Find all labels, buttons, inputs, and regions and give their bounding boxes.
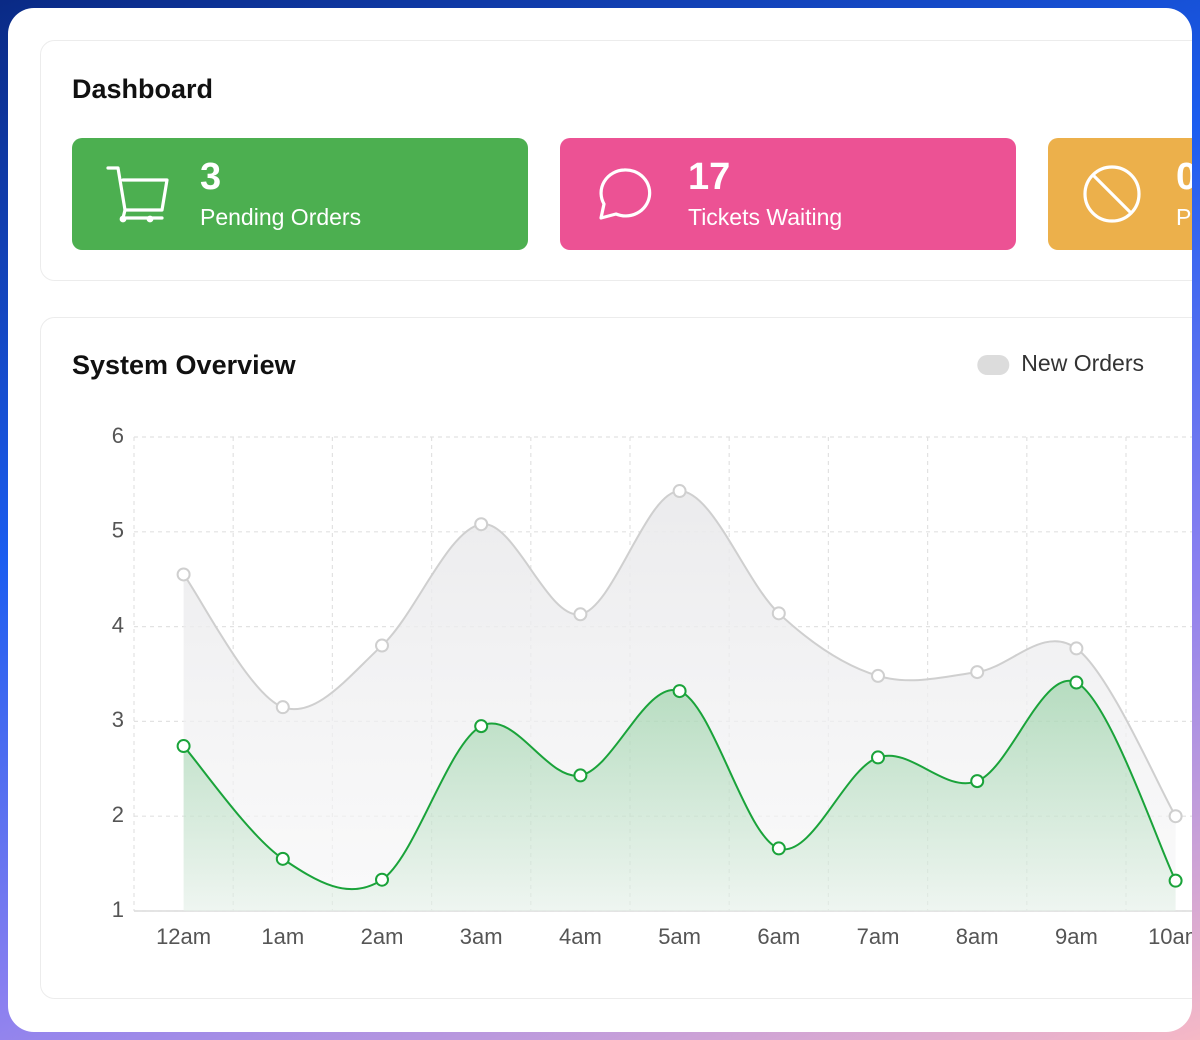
chart-title: System Overview	[72, 350, 297, 380]
point	[474, 719, 489, 734]
y-tick-label: 3	[112, 707, 124, 732]
point	[970, 665, 985, 680]
x-tick-label: 8am	[956, 924, 999, 949]
point	[1069, 641, 1084, 656]
point	[1069, 675, 1084, 690]
y-tick-label: 1	[112, 897, 124, 922]
legend-swatch	[977, 355, 1010, 375]
point	[176, 567, 191, 582]
stats-row: 3 Pending Orders 17 Tickets Waiting 0 P	[72, 138, 1192, 250]
line	[182, 490, 1177, 817]
legend-label: New Orders	[1021, 350, 1144, 376]
point	[771, 841, 786, 856]
stat-value: 0	[1176, 156, 1192, 198]
stat-label: Pending Orders	[200, 204, 361, 230]
icon-chat	[599, 168, 652, 220]
x-tick-label: 10am	[1148, 924, 1192, 949]
point	[474, 517, 489, 532]
x-tick-label: 6am	[757, 924, 800, 949]
icon-cart	[106, 166, 169, 223]
x-tick-label: 5am	[658, 924, 701, 949]
point	[573, 607, 588, 622]
point	[672, 484, 687, 499]
point	[573, 768, 588, 783]
point	[275, 700, 290, 715]
stat-card	[560, 138, 1016, 250]
point	[1168, 809, 1183, 824]
stat-value: 17	[688, 156, 730, 198]
point	[375, 872, 389, 887]
y-tick-label: 6	[112, 423, 124, 448]
area	[183, 680, 1176, 911]
stat-value: 3	[200, 156, 221, 198]
line	[182, 679, 1177, 891]
plot: 1 2 3 4 5 6 12am 1am 2am 3am 4am 5am 6am 7am 8am 9am 10a…	[112, 350, 1192, 949]
app-window: Dashboard 3 Pending Orders 17 Tickets Waiti…	[8, 8, 1192, 1032]
y-tick-label: 2	[112, 802, 124, 827]
x-tick-label: 12am	[156, 924, 211, 949]
point	[176, 739, 191, 754]
point	[672, 684, 687, 699]
x-tick-label: 1am	[261, 924, 304, 949]
point	[275, 851, 290, 866]
x-tick-label: 4am	[559, 924, 602, 949]
point	[1168, 873, 1183, 888]
stat-label: P	[1176, 204, 1191, 230]
y-tick-label: 4	[112, 612, 124, 637]
stat-card	[72, 138, 528, 250]
x-tick-label: 3am	[460, 924, 503, 949]
stat-label: Tickets Waiting	[688, 204, 842, 230]
dashboard-title: Dashboard	[72, 74, 213, 104]
stat-card	[1048, 138, 1192, 250]
point	[771, 606, 786, 621]
icon-blocked	[1083, 165, 1141, 223]
point	[375, 638, 389, 653]
point	[871, 668, 885, 683]
y-tick-label: 5	[112, 518, 124, 543]
point	[871, 750, 885, 765]
point	[970, 774, 985, 789]
screen: Dashboard 3 Pending Orders 17 Tickets Waiti…	[40, 40, 1192, 999]
x-tick-label: 2am	[361, 924, 404, 949]
x-tick-label: 9am	[1055, 924, 1098, 949]
x-tick-label: 7am	[857, 924, 900, 949]
